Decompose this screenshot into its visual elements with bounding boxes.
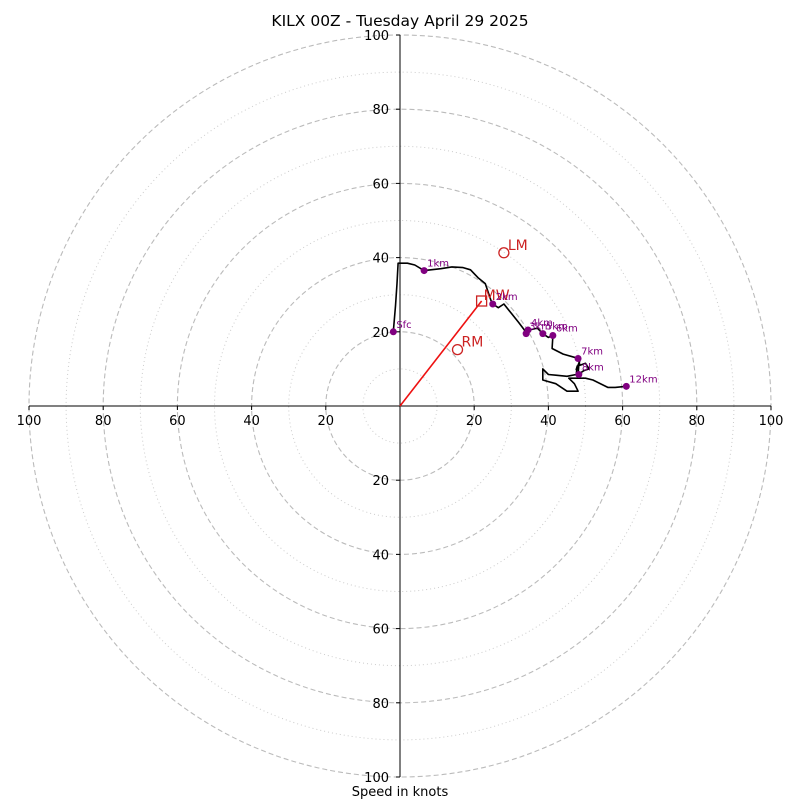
mw-label: MW bbox=[484, 288, 510, 304]
tick-labels: 100 80 60 40 20 20 40 60 80 100 100 80 60 40 20 20 40 60 8… bbox=[17, 29, 784, 786]
x-tick-label: 40 bbox=[243, 414, 260, 429]
y-tick-label: 80 bbox=[372, 103, 389, 118]
height-marker-label: 5km bbox=[546, 322, 568, 333]
y-tick-label: 40 bbox=[372, 252, 389, 267]
x-tick-label: 80 bbox=[95, 414, 112, 429]
x-tick-label: 100 bbox=[17, 414, 42, 429]
height-marker bbox=[539, 330, 547, 338]
height-marker-label: 2km bbox=[496, 292, 518, 303]
hodograph-trace bbox=[392, 262, 627, 393]
x-axis-label: Speed in knots bbox=[352, 785, 449, 800]
x-tick-label: 60 bbox=[614, 414, 631, 429]
height-marker-label: 1km bbox=[427, 259, 449, 270]
height-marker bbox=[420, 267, 428, 275]
x-tick-label: 80 bbox=[689, 414, 706, 429]
y-tick-label: 40 bbox=[372, 548, 389, 563]
x-tick-label: 40 bbox=[540, 414, 557, 429]
y-tick-label: 100 bbox=[364, 29, 389, 44]
height-marker-label: 3km bbox=[529, 322, 551, 333]
rm-marker bbox=[451, 343, 464, 356]
y-tick-label: 60 bbox=[372, 177, 389, 192]
x-tick-label: 100 bbox=[759, 414, 784, 429]
mw-marker bbox=[475, 295, 488, 307]
hodograph-line bbox=[392, 262, 627, 393]
height-marker bbox=[524, 326, 532, 334]
height-marker-label: 7km bbox=[581, 347, 603, 358]
height-marker bbox=[575, 370, 583, 378]
x-tick-label: 20 bbox=[318, 414, 335, 429]
height-marker-label: Sfc bbox=[396, 320, 411, 331]
height-marker-label: 6km bbox=[556, 324, 578, 335]
y-tick-label: 100 bbox=[364, 771, 389, 786]
height-marker-label: 8km bbox=[582, 362, 604, 373]
height-marker bbox=[549, 332, 557, 340]
chart-title: KILX 00Z - Tuesday April 29 2025 bbox=[271, 12, 528, 30]
height-marker bbox=[622, 382, 630, 390]
lm-marker bbox=[498, 247, 510, 259]
height-marker-label: 12km bbox=[629, 374, 657, 385]
y-tick-label: 80 bbox=[372, 697, 389, 712]
x-tick-label: 20 bbox=[466, 414, 483, 429]
y-tick-label: 20 bbox=[372, 326, 389, 341]
height-marker-label: 4km bbox=[531, 318, 553, 329]
storm-motion-markers: RM LM MW bbox=[399, 238, 528, 407]
height-marker bbox=[574, 355, 582, 363]
y-tick-label: 20 bbox=[372, 474, 389, 489]
rm-label: RM bbox=[462, 335, 484, 351]
y-tick-label: 60 bbox=[372, 623, 389, 638]
lm-label: LM bbox=[508, 238, 528, 254]
height-marker bbox=[489, 300, 497, 308]
height-marker bbox=[389, 328, 397, 336]
x-tick-label: 60 bbox=[169, 414, 186, 429]
shear-vector bbox=[399, 300, 483, 407]
